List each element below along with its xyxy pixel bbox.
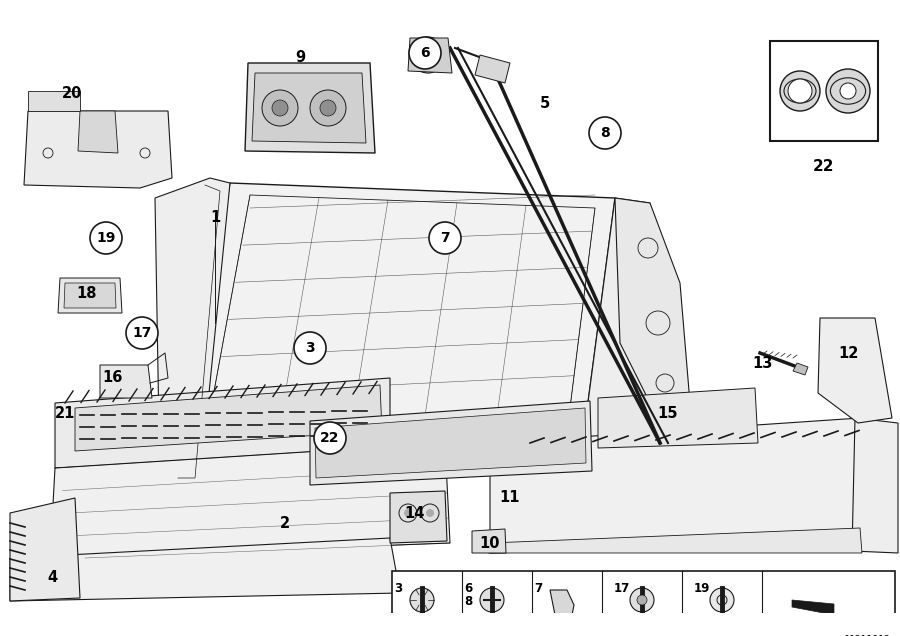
Text: 1: 1 [210, 211, 220, 226]
Circle shape [426, 509, 434, 517]
Circle shape [826, 69, 870, 113]
Polygon shape [28, 91, 80, 111]
Polygon shape [408, 38, 452, 73]
Polygon shape [472, 529, 506, 553]
Text: 4: 4 [47, 570, 57, 586]
Text: 9: 9 [295, 50, 305, 66]
Polygon shape [315, 408, 586, 478]
Text: 17: 17 [614, 582, 630, 595]
Text: 11: 11 [500, 490, 520, 506]
Text: 12: 12 [838, 345, 859, 361]
Polygon shape [818, 318, 892, 423]
Polygon shape [10, 498, 80, 601]
Polygon shape [310, 401, 592, 485]
Text: 22: 22 [320, 431, 340, 445]
Circle shape [310, 90, 346, 126]
Circle shape [314, 422, 346, 454]
Polygon shape [100, 365, 152, 398]
Polygon shape [55, 378, 390, 468]
Polygon shape [155, 178, 230, 488]
Text: 16: 16 [102, 371, 122, 385]
Circle shape [262, 90, 298, 126]
Circle shape [630, 588, 654, 612]
Text: 19: 19 [694, 582, 710, 595]
Polygon shape [75, 385, 382, 451]
Polygon shape [252, 73, 366, 143]
Text: 6: 6 [420, 46, 430, 60]
Circle shape [409, 37, 441, 69]
Text: 14: 14 [404, 506, 424, 520]
Circle shape [320, 100, 336, 116]
Polygon shape [598, 388, 758, 448]
Polygon shape [488, 528, 862, 553]
Polygon shape [615, 198, 690, 423]
Text: 5: 5 [540, 95, 550, 111]
Circle shape [404, 509, 412, 517]
Circle shape [710, 588, 734, 612]
Circle shape [294, 332, 326, 364]
Polygon shape [852, 418, 898, 553]
Circle shape [429, 222, 461, 254]
Polygon shape [550, 590, 574, 625]
Bar [770, 41, 878, 141]
Polygon shape [24, 111, 172, 188]
Text: 8: 8 [464, 595, 473, 608]
Text: 00211912: 00211912 [843, 635, 890, 636]
Circle shape [788, 79, 812, 103]
Circle shape [480, 588, 504, 612]
Polygon shape [580, 198, 660, 478]
Text: 19: 19 [96, 231, 116, 245]
Circle shape [126, 317, 158, 349]
Polygon shape [10, 538, 400, 601]
Text: 20: 20 [62, 85, 82, 100]
Polygon shape [490, 418, 865, 553]
Circle shape [272, 100, 288, 116]
Circle shape [410, 37, 446, 73]
Text: 22: 22 [814, 159, 835, 174]
Polygon shape [245, 63, 375, 153]
Polygon shape [792, 600, 834, 615]
Text: 3: 3 [305, 341, 315, 355]
Polygon shape [475, 55, 510, 83]
Text: 17: 17 [132, 326, 152, 340]
Text: 7: 7 [440, 231, 450, 245]
Polygon shape [50, 443, 450, 558]
Text: 2: 2 [280, 516, 290, 530]
Text: 21: 21 [55, 406, 76, 420]
Circle shape [840, 83, 856, 99]
Polygon shape [78, 111, 118, 153]
Text: 10: 10 [480, 536, 500, 551]
Text: 3: 3 [394, 582, 402, 595]
Circle shape [410, 588, 434, 612]
Polygon shape [793, 363, 808, 375]
Circle shape [589, 117, 621, 149]
Text: 15: 15 [658, 406, 679, 420]
Polygon shape [58, 278, 122, 313]
Text: 6: 6 [464, 582, 473, 595]
Text: 13: 13 [752, 356, 772, 371]
Bar [392, 571, 895, 633]
Text: 7: 7 [534, 582, 542, 595]
Circle shape [637, 595, 647, 605]
Polygon shape [64, 283, 116, 308]
Text: 8: 8 [600, 126, 610, 140]
Circle shape [90, 222, 122, 254]
Circle shape [780, 71, 820, 111]
Text: 18: 18 [76, 286, 97, 300]
Polygon shape [390, 491, 447, 543]
Polygon shape [175, 183, 615, 483]
